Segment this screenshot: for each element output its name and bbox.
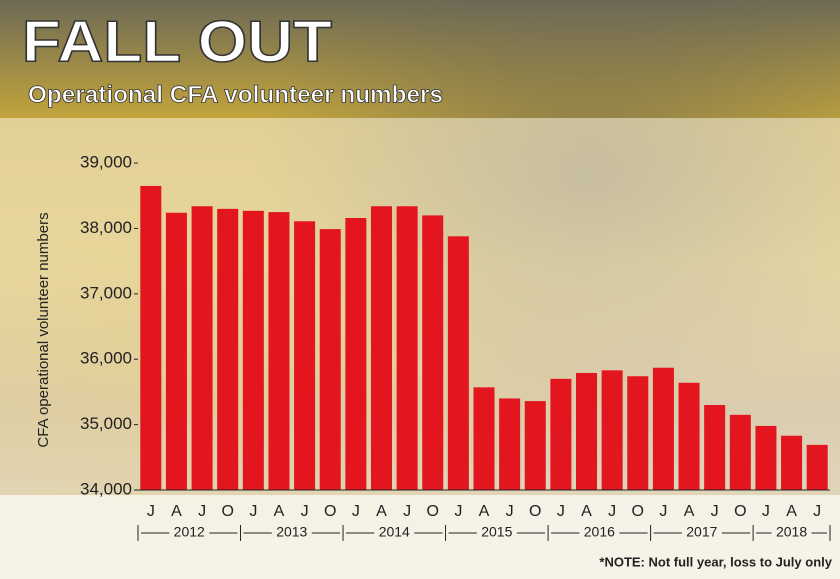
y-tick-label: 34,000 <box>80 479 132 498</box>
bar <box>704 405 725 490</box>
x-tick-label: J <box>711 503 719 520</box>
x-tick-label: J <box>198 503 206 520</box>
x-tick-label: A <box>786 503 797 520</box>
y-tick-label: 35,000 <box>80 414 132 433</box>
year-label: 2015 <box>481 524 512 540</box>
x-tick-label: J <box>608 503 616 520</box>
year-label: 2013 <box>276 524 307 540</box>
bar <box>473 387 494 490</box>
y-tick-label: 37,000 <box>80 283 132 302</box>
x-tick-label: A <box>376 503 387 520</box>
chart-subtitle: Operational CFA volunteer numbers <box>28 81 443 108</box>
x-tick-label: O <box>324 503 336 520</box>
bar <box>755 426 776 490</box>
bar <box>320 229 341 490</box>
bar <box>653 368 674 490</box>
year-label: 2014 <box>379 524 410 540</box>
y-tick-label: 38,000 <box>80 218 132 237</box>
bar <box>243 211 264 490</box>
y-tick-label: 39,000 <box>80 153 132 172</box>
bar <box>627 376 648 490</box>
bar <box>140 186 161 490</box>
bar <box>397 206 418 490</box>
bar <box>499 398 520 490</box>
chart: FALL OUT Operational CFA volunteer numbe… <box>0 0 840 579</box>
bar <box>166 213 187 490</box>
bar <box>345 218 366 490</box>
x-tick-label: J <box>557 503 565 520</box>
x-tick-label: O <box>632 503 644 520</box>
chart-title: FALL OUT <box>22 9 332 74</box>
bar <box>217 209 238 490</box>
bar <box>781 436 802 490</box>
bar <box>448 236 469 490</box>
bar <box>294 221 315 490</box>
x-tick-label: J <box>762 503 770 520</box>
x-tick-label: O <box>529 503 541 520</box>
x-tick-label: J <box>352 503 360 520</box>
bar <box>550 379 571 490</box>
bar <box>268 212 289 490</box>
x-tick-label: J <box>301 503 309 520</box>
x-tick-label: J <box>813 503 821 520</box>
x-tick-label: A <box>479 503 490 520</box>
x-tick-label: A <box>684 503 695 520</box>
bar <box>730 415 751 490</box>
year-label: 2016 <box>584 524 615 540</box>
bar <box>422 215 443 490</box>
y-axis-label: CFA operational volunteer numbers <box>35 212 52 447</box>
bar <box>679 383 700 490</box>
bar <box>807 445 828 490</box>
bar <box>525 401 546 490</box>
page: FALL OUT Operational CFA volunteer numbe… <box>0 0 840 579</box>
bar <box>192 206 213 490</box>
year-label: 2012 <box>174 524 205 540</box>
year-label: 2018 <box>776 524 807 540</box>
x-tick-label: J <box>506 503 514 520</box>
x-tick-label: O <box>734 503 746 520</box>
x-tick-label: J <box>403 503 411 520</box>
x-tick-label: O <box>221 503 233 520</box>
x-tick-label: O <box>427 503 439 520</box>
x-tick-label: A <box>171 503 182 520</box>
bar <box>576 373 597 490</box>
bar <box>371 206 392 490</box>
x-tick-label: A <box>274 503 285 520</box>
year-label: 2017 <box>686 524 717 540</box>
x-tick-label: A <box>581 503 592 520</box>
x-tick-label: J <box>454 503 462 520</box>
x-tick-label: J <box>249 503 257 520</box>
note: *NOTE: Not full year, loss to July only <box>599 554 832 569</box>
x-tick-label: J <box>659 503 667 520</box>
y-tick-label: 36,000 <box>80 349 132 368</box>
bar <box>602 370 623 490</box>
x-tick-label: J <box>147 503 155 520</box>
